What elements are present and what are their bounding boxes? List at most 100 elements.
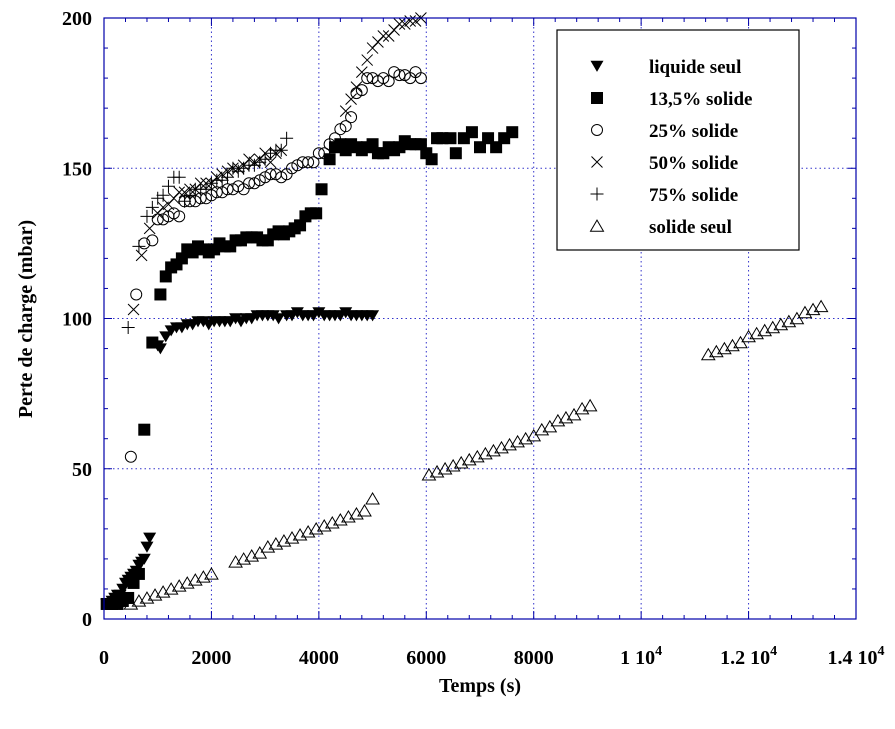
y-tick-label: 150: [62, 158, 92, 180]
x-tick-label-text: 0: [99, 647, 109, 669]
x-tick-label-text: 8000: [514, 647, 554, 669]
data-point: [124, 450, 137, 463]
data-point: [350, 81, 363, 93]
legend: liquide seul 13,5% solide 25% solide 50% so…: [556, 29, 800, 251]
series-solide-seul: [123, 299, 829, 610]
series-25-solide: [124, 66, 427, 463]
legend-label: liquide seul: [649, 57, 741, 78]
legend-label: 25% solide: [649, 121, 738, 142]
data-point: [357, 503, 372, 517]
data-point: [700, 347, 716, 361]
data-point: [258, 152, 272, 166]
data-point: [302, 156, 315, 169]
data-point: [237, 161, 251, 175]
data-point: [274, 143, 288, 157]
x-tick-label: 0: [99, 647, 109, 669]
data-point: [229, 313, 243, 325]
data-point: [143, 222, 156, 235]
x-tick-label-text: 2000: [191, 647, 231, 669]
data-point: [444, 132, 457, 145]
x-axis-title: Temps (s): [439, 675, 521, 697]
data-point: [307, 156, 320, 169]
data-point: [365, 491, 380, 505]
x-tick-label-text: 4000: [299, 647, 339, 669]
data-point: [310, 207, 323, 220]
data-point: [312, 147, 325, 160]
data-layer: [100, 12, 829, 610]
x-tick-label: 1 104: [620, 644, 662, 669]
data-point: [398, 18, 411, 30]
data-point: [145, 200, 159, 214]
data-point: [280, 131, 294, 145]
data-point: [178, 186, 191, 199]
x-tick-label-text: 1.4 10: [828, 647, 878, 669]
data-point: [797, 305, 813, 319]
data-point: [161, 179, 175, 193]
x-tick-label-exponent: 4: [878, 644, 885, 659]
data-point: [130, 288, 143, 301]
data-point: [506, 126, 519, 139]
data-point: [318, 147, 331, 160]
data-point: [328, 132, 341, 145]
data-point: [264, 156, 277, 169]
data-point: [196, 316, 210, 328]
data-point: [264, 168, 277, 181]
data-point: [393, 18, 406, 30]
data-point: [173, 210, 186, 223]
data-point: [482, 132, 495, 145]
legend-label: 50% solide: [649, 153, 738, 174]
series-75-solide: [121, 131, 294, 335]
data-point: [159, 270, 172, 283]
data-point: [323, 153, 336, 166]
data-point: [490, 141, 503, 154]
data-point: [355, 66, 368, 78]
data-point: [474, 141, 486, 154]
data-point: [266, 310, 280, 322]
data-point: [813, 299, 829, 313]
data-point: [243, 177, 256, 190]
data-point: [404, 15, 417, 27]
data-point: [409, 15, 422, 27]
data-point: [183, 188, 197, 202]
series-13-5-solide: [100, 126, 519, 610]
y-axis-title: Perte de charge (mbar): [15, 220, 37, 418]
x-tick-label-text: 1.2 10: [720, 647, 770, 669]
data-point: [228, 555, 243, 568]
legend-marker: [589, 219, 605, 232]
data-point: [534, 422, 550, 436]
y-tick-label: 100: [62, 309, 92, 331]
x-tick-label: 8000: [514, 647, 554, 669]
data-point: [127, 576, 140, 589]
x-tick-label: 1.4 104: [828, 644, 885, 669]
data-point: [421, 467, 437, 481]
data-point: [157, 201, 169, 214]
data-point: [366, 138, 379, 151]
data-point: [345, 111, 358, 124]
data-point: [339, 105, 352, 118]
legend-marker: [590, 60, 604, 72]
data-point: [264, 146, 278, 160]
data-point: [355, 84, 368, 97]
data-point: [132, 239, 146, 253]
x-tick-label: 2000: [191, 647, 231, 669]
data-point: [146, 234, 159, 247]
data-point: [135, 249, 148, 262]
x-tick-label: 1.2 104: [720, 644, 777, 669]
y-tick-label: 50: [72, 459, 92, 481]
data-point: [221, 170, 235, 184]
data-point: [741, 329, 756, 343]
data-point: [210, 186, 223, 199]
data-point: [339, 120, 352, 133]
data-point: [231, 164, 245, 178]
data-point: [414, 138, 427, 151]
data-point: [121, 321, 135, 335]
data-point: [465, 126, 478, 139]
data-point: [140, 209, 154, 223]
data-point: [173, 186, 186, 199]
legend-marker: [591, 92, 603, 104]
data-point: [143, 532, 157, 544]
legend-label: 13,5% solide: [649, 89, 752, 110]
data-point: [204, 176, 218, 190]
data-point: [247, 158, 261, 172]
